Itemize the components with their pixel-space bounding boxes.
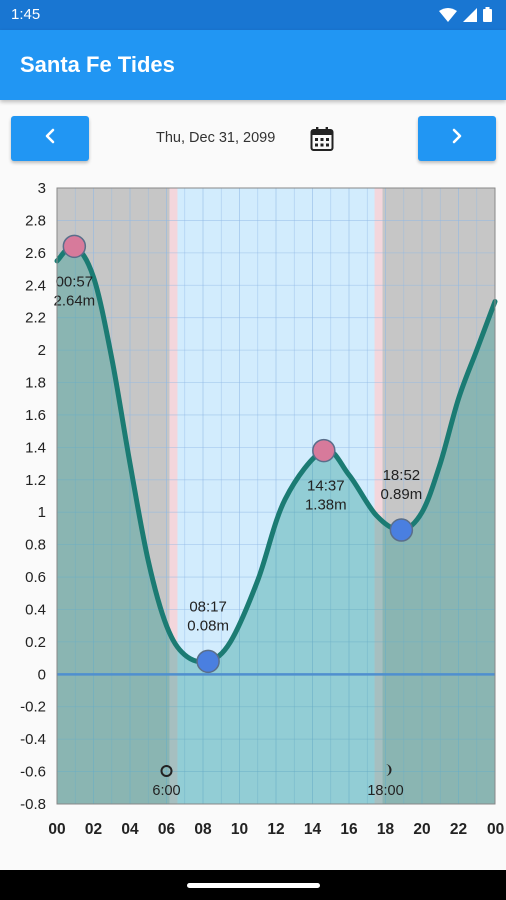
y-tick-label: 0 xyxy=(38,666,46,683)
date-label[interactable]: Thu, Dec 31, 2099 xyxy=(156,130,276,146)
x-tick-label: 02 xyxy=(85,821,102,838)
extreme-time-label: 18:52 xyxy=(383,467,421,484)
status-time: 1:45 xyxy=(11,6,41,23)
extreme-height-label: 0.08m xyxy=(187,617,229,634)
status-icons xyxy=(439,7,492,27)
moon-icon xyxy=(385,764,392,776)
y-tick-label: 0.4 xyxy=(25,601,46,618)
battery-icon xyxy=(483,7,492,27)
extreme-time-label: 00:57 xyxy=(56,273,94,290)
sun-icon xyxy=(160,765,173,777)
y-tick-label: 0.8 xyxy=(25,537,46,554)
x-tick-label: 20 xyxy=(413,821,430,838)
sunrise-label: 6:00 xyxy=(152,783,180,799)
chevron-left-icon xyxy=(43,127,57,150)
previous-day-button[interactable] xyxy=(11,116,89,161)
navigation-bar xyxy=(0,870,506,900)
y-tick-label: -0.8 xyxy=(20,796,46,813)
extreme-height-label: 1.38m xyxy=(305,497,347,514)
extreme-time-label: 08:17 xyxy=(189,598,227,615)
y-tick-label: 1.8 xyxy=(25,375,46,392)
x-tick-label: 14 xyxy=(304,821,322,838)
signal-icon xyxy=(463,7,477,27)
x-tick-label: 08 xyxy=(194,821,212,838)
y-tick-label: 1.4 xyxy=(25,439,46,456)
wifi-icon xyxy=(439,7,457,27)
low-tide-marker xyxy=(389,518,414,542)
y-tick-label: 2.2 xyxy=(25,310,46,327)
home-indicator[interactable] xyxy=(187,883,320,888)
x-tick-label: 00 xyxy=(487,821,504,838)
chevron-right-icon xyxy=(450,127,464,150)
tide-curve xyxy=(54,243,498,665)
status-bar: 1:45 xyxy=(0,0,506,30)
y-tick-label: 2 xyxy=(38,342,46,359)
y-tick-label: 2.4 xyxy=(25,277,46,294)
extreme-height-label: 2.64m xyxy=(53,292,95,309)
y-tick-label: 2.6 xyxy=(25,245,46,262)
y-tick-label: 0.6 xyxy=(25,569,46,586)
x-tick-label: 04 xyxy=(121,821,139,838)
tide-chart[interactable]: 00:57 2.64m 08:17 0.08m 14:37 1.38m 18:52 0.89m… xyxy=(0,175,506,845)
y-tick-label: 0.2 xyxy=(25,634,46,651)
plot-frame xyxy=(56,187,496,805)
x-tick-label: 10 xyxy=(231,821,248,838)
x-tick-label: 06 xyxy=(158,821,176,838)
x-tick-label: 18 xyxy=(377,821,395,838)
x-tick-label: 00 xyxy=(48,821,65,838)
extreme-height-label: 0.89m xyxy=(381,486,423,503)
y-tick-label: 3 xyxy=(38,180,46,197)
app-bar: Santa Fe Tides xyxy=(0,30,506,100)
extreme-time-label: 14:37 xyxy=(307,478,345,495)
y-tick-label: 1 xyxy=(38,504,46,521)
x-tick-label: 16 xyxy=(340,821,358,838)
y-tick-label: 2.8 xyxy=(25,212,46,229)
high-tide-marker xyxy=(312,438,336,463)
app-title: Santa Fe Tides xyxy=(20,52,175,77)
y-tick-label: -0.4 xyxy=(20,731,46,748)
y-tick-label: 1.2 xyxy=(25,472,46,489)
y-tick-label: -0.6 xyxy=(20,764,46,781)
x-tick-label: 22 xyxy=(450,821,467,838)
y-tick-label: -0.2 xyxy=(20,699,46,716)
low-tide-marker xyxy=(196,649,220,674)
calendar-icon[interactable] xyxy=(310,126,334,157)
next-day-button[interactable] xyxy=(418,116,496,161)
high-tide-marker xyxy=(62,234,87,259)
y-tick-label: 1.6 xyxy=(25,407,46,424)
sunset-label: 18:00 xyxy=(367,783,403,799)
x-tick-label: 12 xyxy=(267,821,284,838)
